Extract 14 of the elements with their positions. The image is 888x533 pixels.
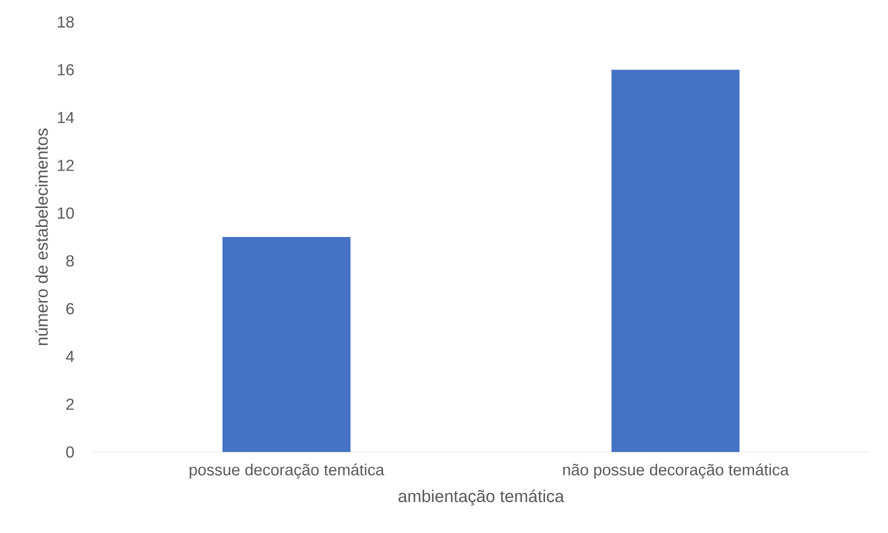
y-axis-title: número de estabelecimentos [35,128,48,346]
y-tick-label: 8 [66,255,74,267]
y-tick-label: 4 [66,350,74,362]
y-tick-label: 16 [58,64,74,76]
y-tick-label: 6 [66,303,74,314]
x-axis-title: ambientação temática [398,490,564,506]
y-tick-label: 10 [58,207,74,219]
y-tick-label: 2 [66,398,74,410]
y-tick-label: 18 [58,16,74,28]
x-tick-label: não possue decoração temática [563,464,789,479]
y-tick-label: 14 [58,112,74,124]
y-tick-label: 12 [58,160,74,171]
y-tick-label: 0 [66,446,74,458]
x-tick-label: possue decoração temática [190,464,384,479]
